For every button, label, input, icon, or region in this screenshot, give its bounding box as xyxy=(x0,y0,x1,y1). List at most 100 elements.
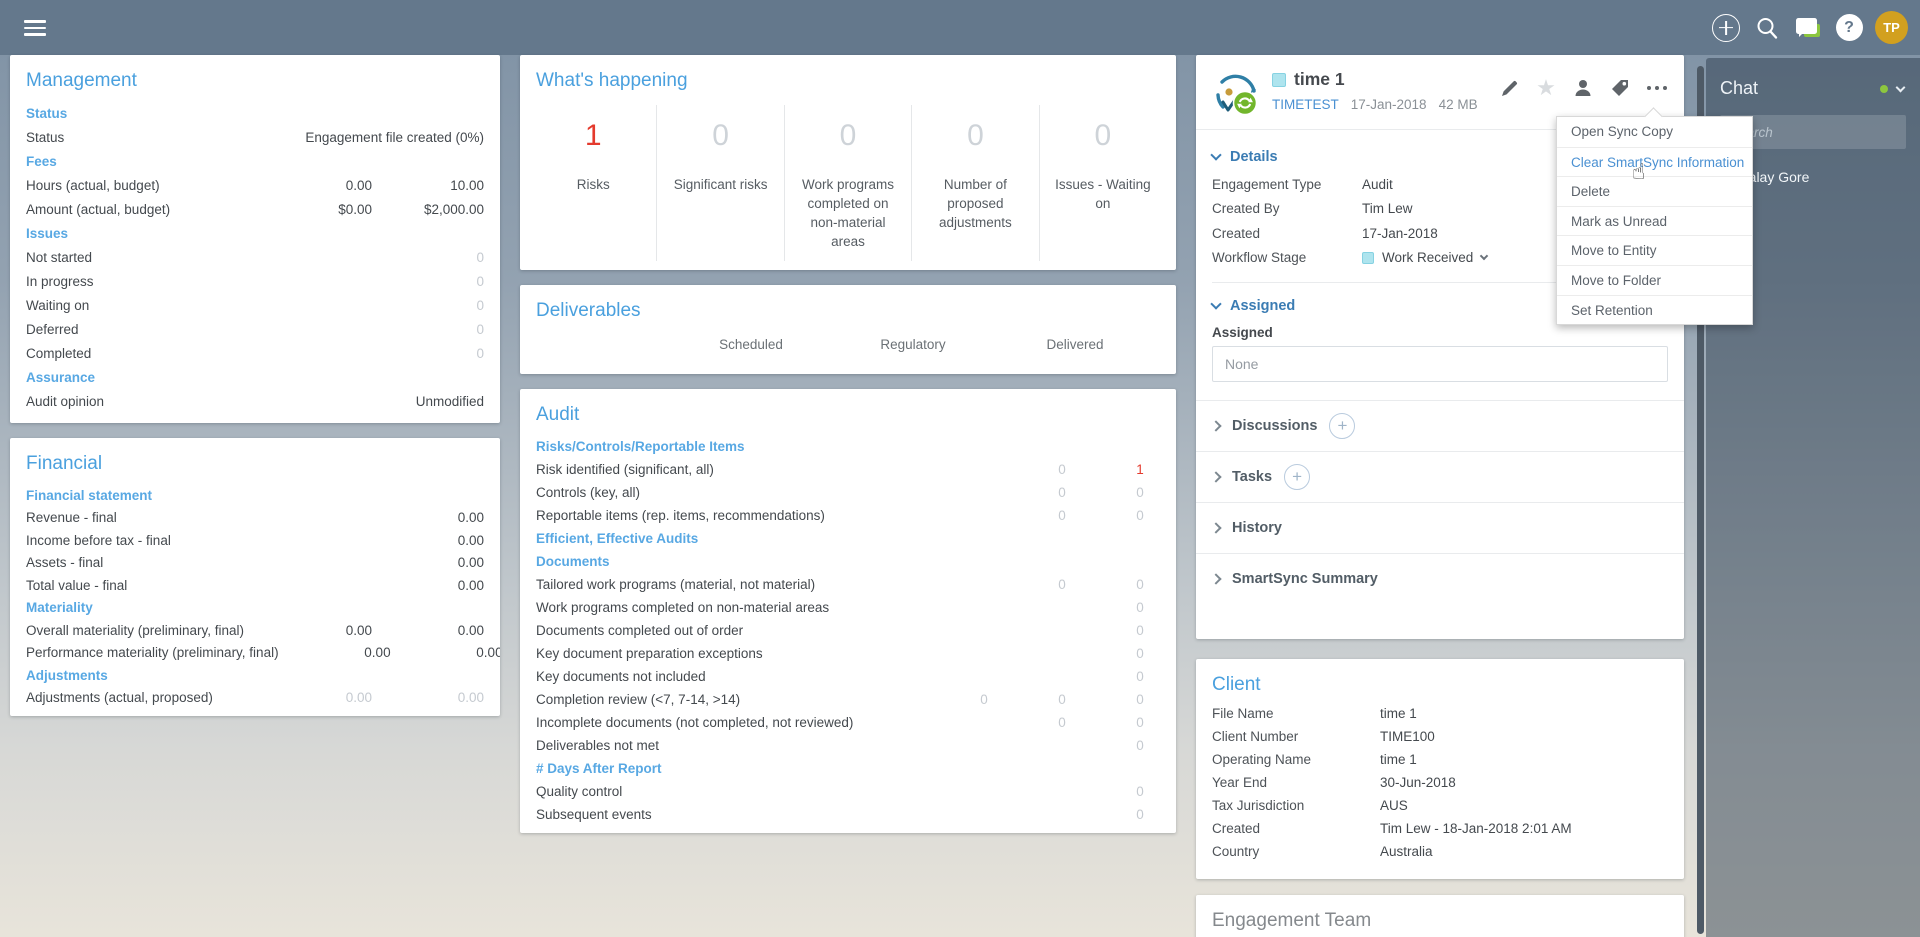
assigned-input[interactable] xyxy=(1212,346,1668,382)
financial-row: Overall materiality (preliminary, final)… xyxy=(10,619,500,642)
accordion-smartsync-summary[interactable]: SmartSync Summary xyxy=(1196,553,1684,604)
row-value-2: 0 xyxy=(476,345,484,361)
context-menu-item[interactable]: Move to Entity xyxy=(1557,235,1752,265)
entity-code-link[interactable]: TIMETEST xyxy=(1272,97,1339,112)
deliverables-title: Deliverables xyxy=(536,300,641,321)
favorite-button[interactable]: ★ xyxy=(1535,77,1557,99)
context-menu-item[interactable]: Set Retention xyxy=(1557,294,1752,325)
chevron-right-icon xyxy=(1210,420,1222,432)
row-label: Assurance xyxy=(26,369,96,385)
stat-column[interactable]: 0 Significant risks xyxy=(656,105,783,261)
engagement-panel: time 1 TIMETEST 17-Jan-2018 42 MB ★ xyxy=(1196,55,1684,639)
stat-value: 1 xyxy=(584,119,602,152)
row-label: Hours (actual, budget) xyxy=(26,177,160,193)
search-button[interactable] xyxy=(1752,13,1782,43)
deliverables-column-header: Delivered xyxy=(1046,337,1104,352)
add-task-button[interactable]: + xyxy=(1284,464,1311,490)
client-value: AUS xyxy=(1380,798,1408,813)
accordion-discussions[interactable]: Discussions + xyxy=(1196,400,1684,451)
context-menu-item[interactable]: Delete xyxy=(1557,176,1752,206)
more-actions-button[interactable] xyxy=(1646,77,1668,99)
stat-label: Issues - Waiting on xyxy=(1055,177,1151,211)
add-button[interactable] xyxy=(1711,13,1741,43)
chat-title: Chat xyxy=(1720,78,1759,98)
assign-user-button[interactable] xyxy=(1572,77,1594,99)
row-value-2: 0 xyxy=(1058,692,1066,707)
assigned-label: Assigned xyxy=(1212,325,1273,340)
client-card: Client File Name time 1 Client Number TI… xyxy=(1196,659,1684,879)
details-label: Created xyxy=(1212,225,1261,241)
audit-row: Efficient, Effective Audits xyxy=(520,527,1176,550)
workflow-stage-dropdown[interactable]: Work Received xyxy=(1362,250,1489,265)
context-menu-item[interactable]: Clear SmartSync Information xyxy=(1557,146,1752,177)
accordion-history[interactable]: History xyxy=(1196,502,1684,553)
client-label: Tax Jurisdiction xyxy=(1212,798,1305,813)
management-row: Audit opinion Unmodified xyxy=(10,389,500,413)
context-menu-item[interactable]: Move to Folder xyxy=(1557,264,1752,295)
audit-row: Documents completed out of order 0 xyxy=(520,619,1176,642)
row-label: In progress xyxy=(26,273,94,289)
financial-card: Financial Financial statement Revenue - … xyxy=(10,438,500,716)
row-label: Amount (actual, budget) xyxy=(26,201,171,217)
chevron-right-icon xyxy=(1210,471,1222,483)
tag-button[interactable] xyxy=(1609,77,1631,99)
row-value-2: 0.00 xyxy=(457,555,484,571)
row-value-2: 0.00 xyxy=(457,532,484,548)
row-value-3: 0 xyxy=(1136,577,1144,592)
row-value-3: 0 xyxy=(1136,807,1144,822)
row-label: Revenue - final xyxy=(26,510,117,526)
stat-column[interactable]: 1 Risks xyxy=(530,105,656,261)
row-label: Incomplete documents (not completed, not… xyxy=(536,715,854,730)
context-menu-item[interactable]: Mark as Unread xyxy=(1557,205,1752,236)
chevron-down-icon xyxy=(1210,298,1222,310)
chat-header: Chat xyxy=(1706,58,1920,111)
user-avatar[interactable]: TP xyxy=(1875,11,1908,44)
client-label: Year End xyxy=(1212,775,1268,790)
stat-label: Significant risks xyxy=(673,177,768,192)
edit-button[interactable] xyxy=(1498,77,1520,99)
hamburger-menu-icon[interactable] xyxy=(24,20,46,36)
mouse-hand-cursor: ☝ xyxy=(1632,160,1646,185)
client-label: Operating Name xyxy=(1212,752,1312,767)
person-icon xyxy=(1575,80,1591,96)
whats-happening-title: What's happening xyxy=(536,70,688,91)
management-row: Status Engagement file created (0%) xyxy=(10,125,500,149)
accordion-tasks[interactable]: Tasks + xyxy=(1196,451,1684,502)
details-heading: Details xyxy=(1230,149,1278,165)
client-label: Client Number xyxy=(1212,729,1299,744)
management-row: Not started 0 xyxy=(10,245,500,269)
financial-row: Adjustments (actual, proposed) 0.00 0.00 xyxy=(10,687,500,710)
top-navigation-bar: ? TP xyxy=(0,0,1920,55)
row-label: Assets - final xyxy=(26,555,104,571)
chat-button[interactable] xyxy=(1793,13,1823,43)
stat-column[interactable]: 0 Issues - Waiting on xyxy=(1038,105,1166,261)
management-row: Completed 0 xyxy=(10,341,500,365)
page-scrollbar-thumb[interactable] xyxy=(1697,66,1704,934)
chat-bubble-icon xyxy=(1796,18,1820,37)
audit-row: Quality control 0 xyxy=(520,780,1176,803)
help-button[interactable]: ? xyxy=(1834,13,1864,43)
stat-column[interactable]: 0 Number of proposed adjustments xyxy=(911,105,1038,261)
row-value-2: 0.00 xyxy=(457,690,484,706)
chevron-right-icon xyxy=(1210,573,1222,585)
row-label: Subsequent events xyxy=(536,807,652,822)
stat-column[interactable]: 0 Work programs completed on non-materia… xyxy=(783,105,911,261)
chevron-down-icon xyxy=(1210,149,1222,161)
row-value-2: 0.00 xyxy=(457,622,484,638)
details-section-header[interactable]: Details xyxy=(1210,142,1668,172)
deliverables-card: Deliverables Scheduled Regulatory Delive… xyxy=(520,285,1176,374)
context-menu-item[interactable]: Open Sync Copy xyxy=(1571,124,1674,139)
row-value-2: Unmodified xyxy=(415,393,484,409)
row-value-1: $0.00 xyxy=(338,201,372,217)
audit-row: Subsequent events 0 xyxy=(520,803,1176,826)
row-label: Fees xyxy=(26,153,57,169)
chevron-down-icon[interactable] xyxy=(1895,82,1906,92)
client-row: Country Australia xyxy=(1196,840,1684,863)
stat-label: Number of proposed adjustments xyxy=(939,177,1012,230)
row-value-2: $2,000.00 xyxy=(423,201,484,217)
add-discussion-button[interactable]: + xyxy=(1329,413,1356,439)
row-label: Audit opinion xyxy=(26,393,105,409)
row-label: Documents xyxy=(536,554,610,569)
assigned-section-header[interactable]: Assigned xyxy=(1210,291,1668,321)
star-icon: ★ xyxy=(1536,75,1556,100)
